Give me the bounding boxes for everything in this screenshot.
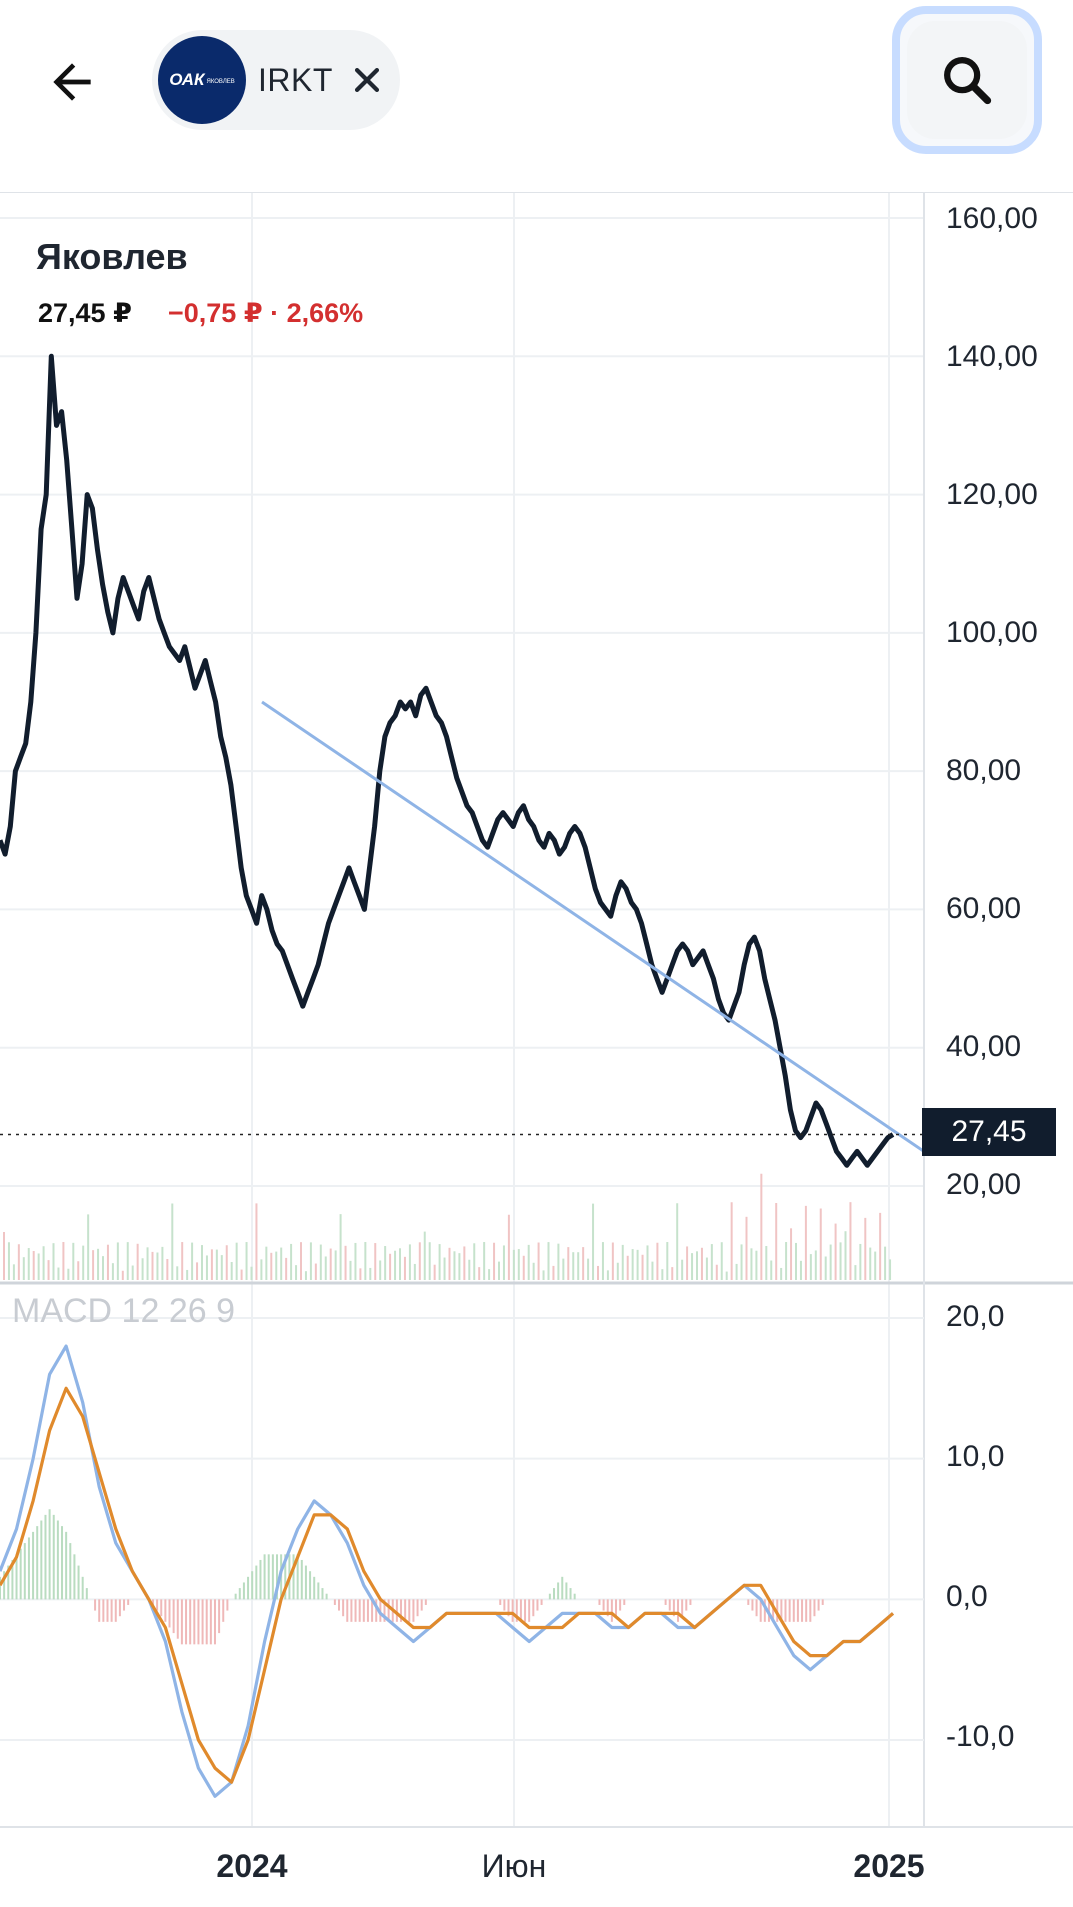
current-price-tag: 27,45 [922,1108,1056,1156]
header-divider [0,192,1073,193]
search-button[interactable] [892,6,1042,154]
price-chart[interactable] [0,193,1073,1907]
y-tick-label: 100,00 [946,616,1038,649]
x-tick-label: 2024 [216,1848,288,1884]
x-tick-label: Июн [481,1848,547,1884]
back-button[interactable] [30,40,114,124]
x-tick-label: 2025 [853,1848,925,1884]
chip-close-button[interactable] [347,60,387,100]
price-change: −0,75 ₽ · 2,66% [168,298,364,328]
y-tick-label: 20,00 [946,1168,1022,1201]
ticker-label: IRKT [258,61,333,98]
top-bar: ОАК ЯКОВЛЕВ IRKT [0,0,1073,192]
y-tick-label: 140,00 [946,340,1038,373]
y-tick-label: 160,00 [946,202,1038,235]
macd-y-tick-label: 10,0 [946,1440,1005,1473]
macd-y-tick-label: 20,0 [946,1300,1005,1333]
price-line [0,353,895,1168]
ticker-chip[interactable]: ОАК ЯКОВЛЕВ IRKT [152,30,400,130]
y-tick-label: 80,00 [946,754,1022,787]
close-icon [354,67,379,93]
y-tick-label: 60,00 [946,892,1022,925]
company-logo: ОАК ЯКОВЛЕВ [158,36,246,124]
signal-line [0,1386,895,1784]
search-icon [944,57,992,105]
indicator-label[interactable]: MACD 12 26 9 [12,1292,235,1330]
current-price: 27,45 ₽ [38,298,132,328]
macd-y-tick-label: -10,0 [946,1720,1015,1753]
y-tick-label: 120,00 [946,478,1038,511]
y-tick-label: 40,00 [946,1030,1022,1063]
company-name: Яковлев [36,236,188,277]
macd-y-tick-label: 0,0 [946,1580,988,1613]
arrow-left-icon [53,63,91,101]
trend-line [261,700,925,1153]
